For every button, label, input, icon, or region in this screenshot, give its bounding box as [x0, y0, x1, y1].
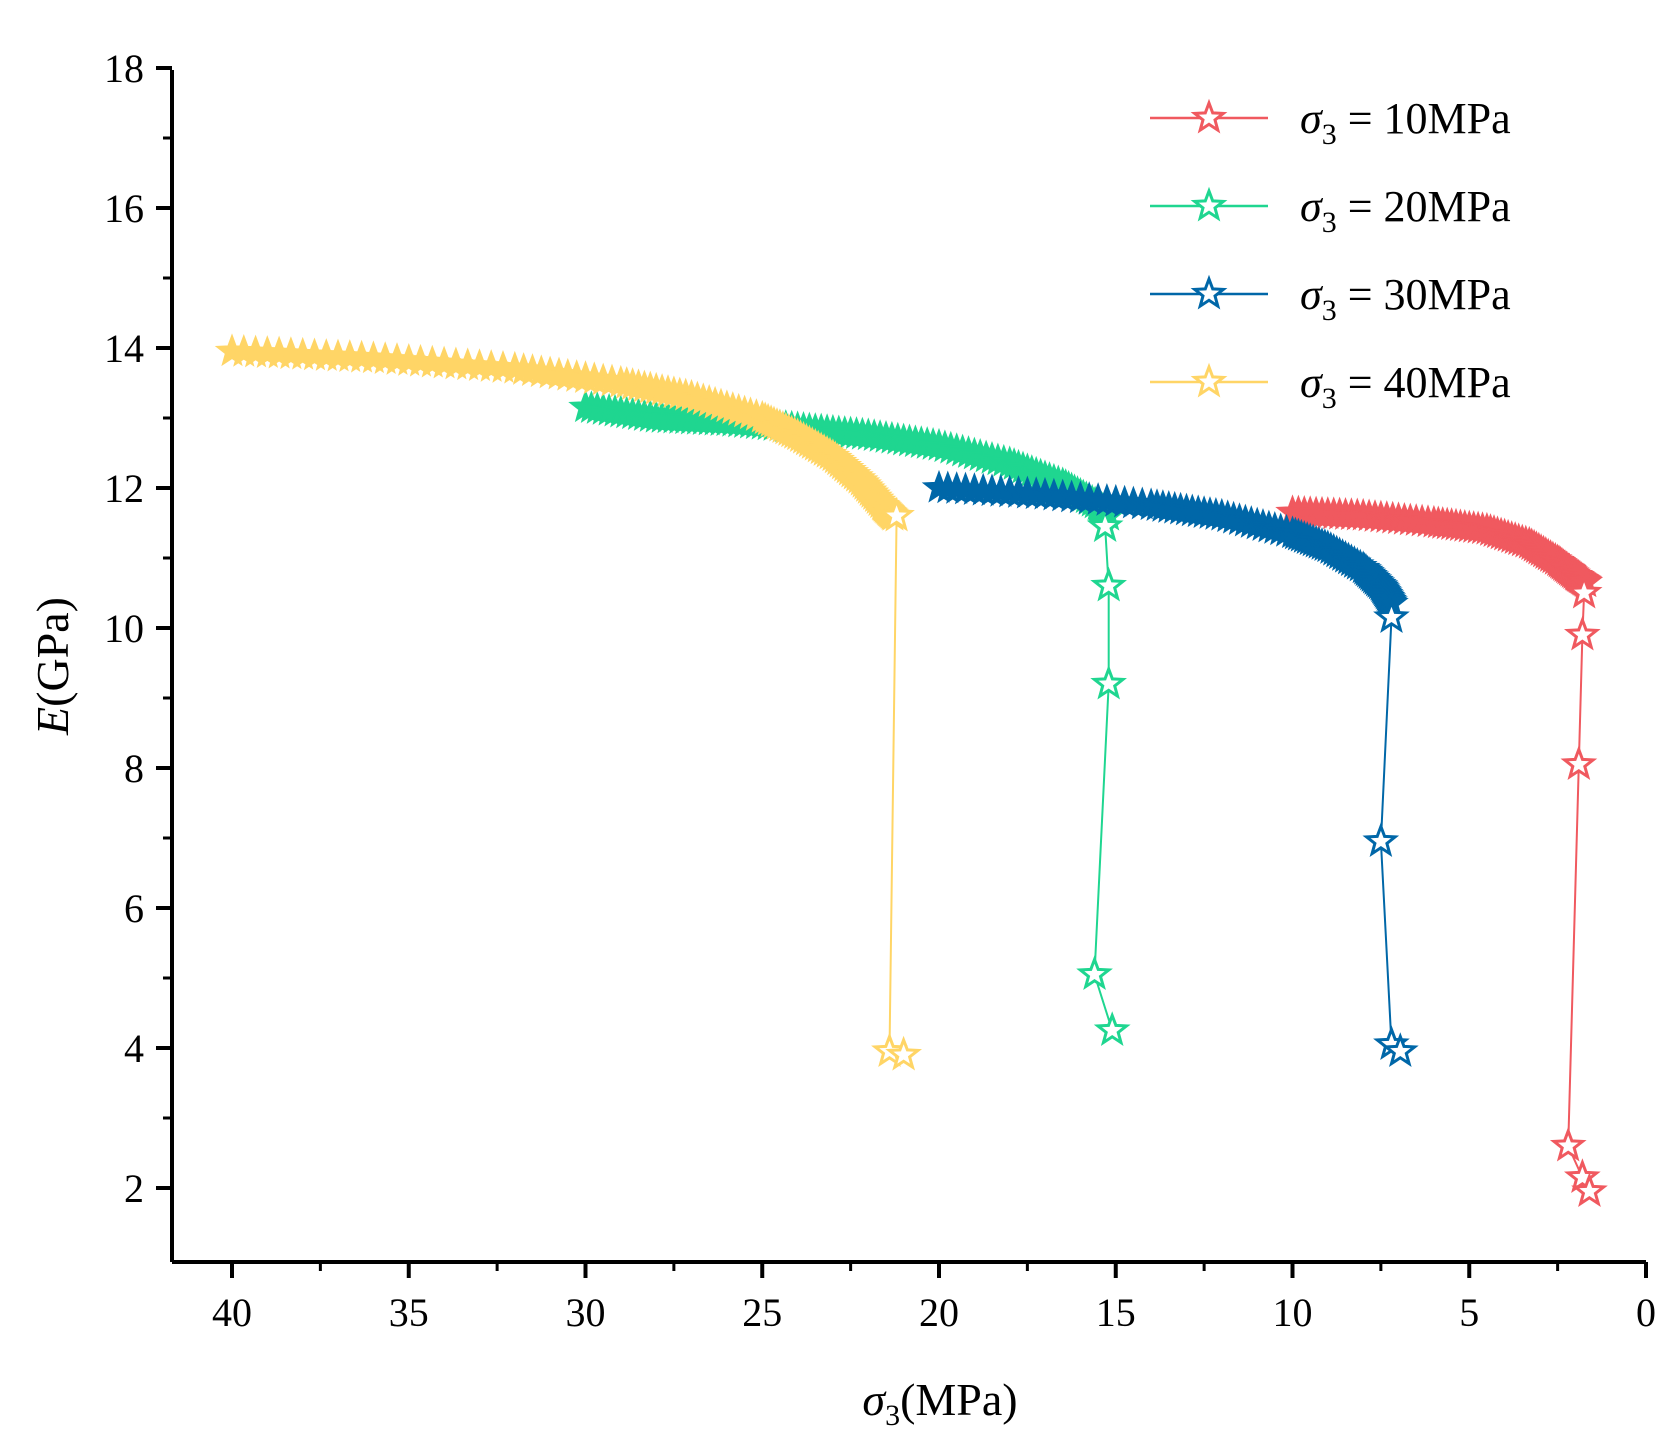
x-tick-label: 20 — [919, 1290, 959, 1335]
data-point — [1565, 573, 1603, 609]
y-tick-label: 4 — [124, 1026, 144, 1071]
x-tick-label: 30 — [566, 1290, 606, 1335]
x-tick-label: 15 — [1096, 1290, 1136, 1335]
legend-label: σ3 = 10MPa — [1300, 94, 1511, 151]
data-point — [885, 1035, 923, 1071]
legend-swatch-star — [1190, 362, 1228, 398]
legend-entry: σ3 = 30MPa — [1150, 270, 1511, 327]
series-1 — [1275, 494, 1608, 1208]
y-tick-label: 8 — [124, 746, 144, 791]
y-axis-title: E(GPa) — [27, 597, 78, 736]
data-point — [1076, 955, 1113, 991]
series-3 — [921, 469, 1419, 1068]
x-axis-title: σ3(MPa) — [862, 1374, 1017, 1432]
data-point — [1086, 507, 1124, 543]
legend-swatch-star — [1190, 274, 1228, 310]
x-tick-label: 10 — [1273, 1290, 1313, 1335]
data-point — [1373, 598, 1410, 634]
data-point — [1362, 822, 1400, 858]
data-point — [1382, 1032, 1419, 1068]
y-tick-label: 14 — [104, 326, 144, 371]
y-tick-label: 16 — [104, 186, 144, 231]
y-tick-label: 12 — [104, 466, 144, 511]
legend-label: σ3 = 30MPa — [1300, 270, 1511, 327]
series-4 — [214, 333, 923, 1071]
x-tick-label: 5 — [1459, 1290, 1479, 1335]
data-point — [1560, 745, 1598, 781]
legend-label: σ3 = 40MPa — [1300, 358, 1511, 415]
x-tick-label: 35 — [389, 1290, 429, 1335]
legend-label: σ3 = 20MPa — [1300, 182, 1511, 239]
data-point — [878, 496, 915, 532]
legend-entry: σ3 = 10MPa — [1150, 94, 1511, 151]
data-point — [1090, 566, 1127, 602]
y-tick-label: 18 — [104, 46, 144, 91]
legend-swatch-star — [1190, 186, 1228, 222]
y-tick-label: 2 — [124, 1166, 144, 1211]
data-point — [1563, 615, 1601, 651]
x-tick-label: 40 — [212, 1290, 252, 1335]
data-point — [1571, 1172, 1608, 1208]
legend-entry: σ3 = 40MPa — [1150, 358, 1511, 415]
data-point — [1093, 1011, 1131, 1047]
x-tick-label: 25 — [742, 1290, 782, 1335]
legend-swatch-star — [1190, 98, 1228, 134]
y-tick-label: 6 — [124, 886, 144, 931]
legend-entry: σ3 = 20MPa — [1150, 182, 1511, 239]
plot-area — [214, 333, 1608, 1208]
x-tick-label: 0 — [1636, 1290, 1656, 1335]
legend: σ3 = 10MPa σ3 = 20MPa σ3 = 30MPa σ3 = 40MPa — [1150, 94, 1511, 415]
ticks: 2 4 6 8 10 12 14 16 18 40 35 30 25 20 15 10 5 0 — [104, 46, 1656, 1335]
data-point — [1549, 1126, 1587, 1162]
data-point — [1563, 1158, 1601, 1194]
data-point — [1090, 664, 1127, 700]
y-tick-label: 10 — [104, 606, 144, 651]
axes — [170, 70, 1646, 1264]
